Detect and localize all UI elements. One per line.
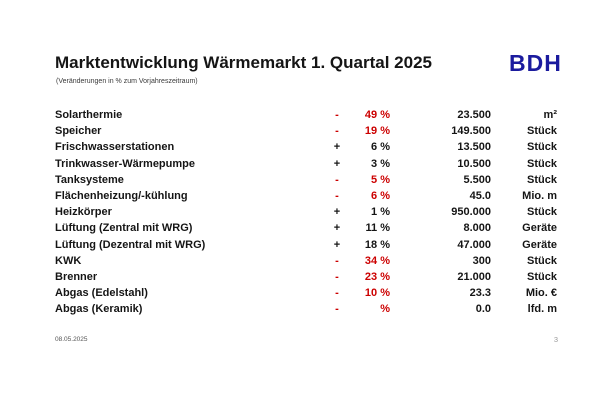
row-label: Solarthermie	[55, 109, 123, 122]
row-sign: -	[335, 254, 339, 267]
row-sign: +	[333, 222, 341, 235]
row-sign: +	[333, 206, 341, 219]
row-sign: +	[333, 141, 341, 154]
row-unit: Stück	[527, 206, 557, 219]
page-title: Marktentwicklung Wärmemarkt 1. Quartal 2…	[55, 53, 432, 72]
row-label: Frischwasserstationen	[55, 141, 175, 154]
row-label: Tanksysteme	[55, 173, 124, 186]
row-pct: 19 %	[364, 125, 390, 138]
row-pct: 1 %	[371, 206, 390, 219]
table-row: KWK - 34 % 300 Stück	[55, 253, 557, 269]
row-unit: Stück	[527, 254, 557, 267]
table-row: Tanksysteme - 5 % 5.500 Stück	[55, 172, 557, 188]
row-label: KWK	[55, 254, 82, 267]
page-subtitle: (Veränderungen in % zum Vorjahreszeitrau…	[56, 78, 198, 85]
table-row: Abgas (Keramik) - % 0.0 lfd. m	[55, 301, 557, 317]
row-unit: Stück	[527, 173, 557, 186]
row-value: 21.000	[457, 270, 491, 283]
row-value: 45.0	[469, 190, 491, 203]
table-row: Lüftung (Zentral mit WRG) + 11 % 8.000 G…	[55, 220, 557, 236]
row-pct: 5 %	[371, 173, 390, 186]
row-unit: Mio. €	[525, 287, 557, 300]
row-unit: m²	[543, 109, 557, 122]
row-unit: Mio. m	[522, 190, 557, 203]
row-value: 300	[472, 254, 491, 267]
row-value: 13.500	[457, 141, 491, 154]
row-value: 0.0	[475, 303, 491, 316]
row-sign: -	[335, 125, 339, 138]
row-value: 950.000	[451, 206, 491, 219]
row-value: 149.500	[451, 125, 491, 138]
row-sign: -	[335, 173, 339, 186]
row-sign: +	[333, 157, 341, 170]
row-unit: Stück	[527, 141, 557, 154]
row-pct: 34 %	[364, 254, 390, 267]
row-pct: 6 %	[371, 190, 390, 203]
row-pct: 10 %	[364, 287, 390, 300]
row-sign: -	[335, 190, 339, 203]
row-label: Speicher	[55, 125, 102, 138]
row-unit: Stück	[527, 157, 557, 170]
row-sign: -	[335, 303, 339, 316]
row-value: 23.3	[469, 287, 491, 300]
row-pct: 6 %	[371, 141, 390, 154]
row-label: Trinkwasser-Wärmepumpe	[55, 157, 195, 170]
table-row: Frischwasserstationen + 6 % 13.500 Stück	[55, 139, 557, 155]
table-row: Solarthermie - 49 % 23.500 m²	[55, 107, 557, 123]
row-sign: -	[335, 109, 339, 122]
row-value: 8.000	[463, 222, 491, 235]
row-value: 23.500	[457, 109, 491, 122]
row-pct: 18 %	[364, 238, 390, 251]
row-unit: Stück	[527, 125, 557, 138]
table-row: Trinkwasser-Wärmepumpe + 3 % 10.500 Stüc…	[55, 156, 557, 172]
row-unit: Stück	[527, 270, 557, 283]
row-label: Abgas (Keramik)	[55, 303, 143, 316]
market-table: Solarthermie - 49 % 23.500 m² Speicher -…	[55, 107, 557, 317]
table-row: Speicher - 19 % 149.500 Stück	[55, 123, 557, 139]
table-row: Flächenheizung/-kühlung - 6 % 45.0 Mio. …	[55, 188, 557, 204]
row-label: Brenner	[55, 270, 98, 283]
row-pct: 23 %	[364, 270, 390, 283]
row-label: Lüftung (Zentral mit WRG)	[55, 222, 193, 235]
row-sign: -	[335, 270, 339, 283]
row-value: 5.500	[463, 173, 491, 186]
row-label: Abgas (Edelstahl)	[55, 287, 148, 300]
table-row: Abgas (Edelstahl) - 10 % 23.3 Mio. €	[55, 285, 557, 301]
row-sign: -	[335, 287, 339, 300]
footer-date: 08.05.2025	[55, 336, 88, 343]
table-row: Lüftung (Dezentral mit WRG) + 18 % 47.00…	[55, 237, 557, 253]
row-pct: 11 %	[365, 222, 390, 235]
row-label: Heizkörper	[55, 206, 112, 219]
row-unit: lfd. m	[527, 303, 557, 316]
row-label: Flächenheizung/-kühlung	[55, 190, 188, 203]
row-pct: 49 %	[364, 109, 390, 122]
row-sign: +	[333, 238, 341, 251]
row-value: 47.000	[457, 238, 491, 251]
table-row: Heizkörper + 1 % 950.000 Stück	[55, 204, 557, 220]
bdh-logo: BDH	[509, 50, 562, 76]
row-pct: 3 %	[371, 157, 390, 170]
row-label: Lüftung (Dezentral mit WRG)	[55, 238, 206, 251]
row-unit: Geräte	[522, 222, 557, 235]
row-value: 10.500	[457, 157, 491, 170]
table-row: Brenner - 23 % 21.000 Stück	[55, 269, 557, 285]
page-number: 3	[553, 335, 558, 344]
row-pct: %	[380, 303, 390, 316]
row-unit: Geräte	[522, 238, 557, 251]
